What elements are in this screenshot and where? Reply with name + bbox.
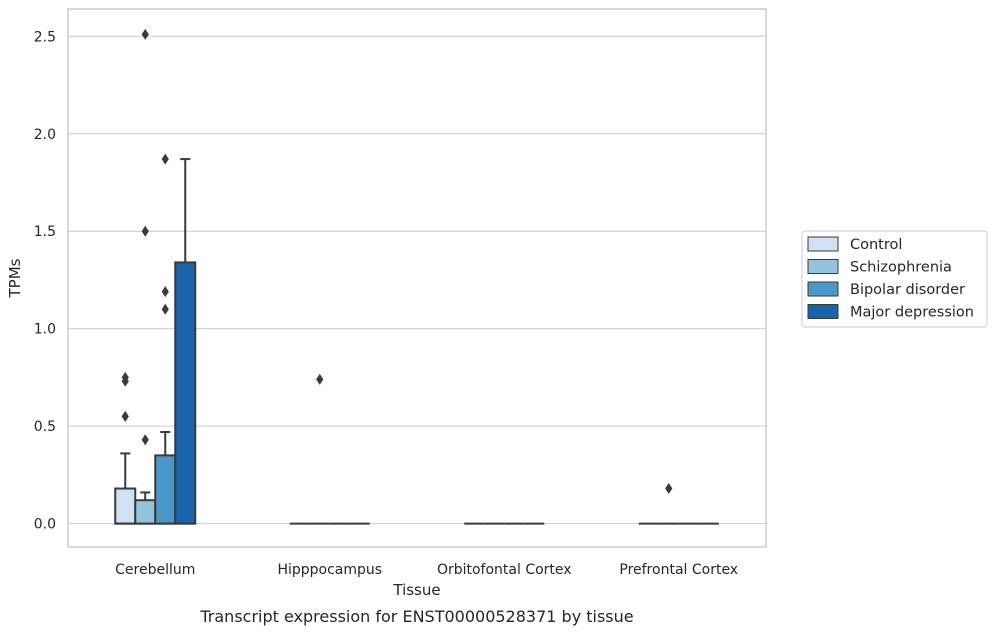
outlier-marker xyxy=(141,225,149,237)
legend-label: Control xyxy=(850,237,902,253)
legend-frame xyxy=(801,230,988,328)
box-control xyxy=(114,452,137,525)
legend-swatch xyxy=(807,304,839,319)
legend-item: Major depression xyxy=(807,304,974,321)
outlier-marker xyxy=(141,28,149,40)
box-body xyxy=(174,261,197,525)
x-tick-label: Hipppocampus xyxy=(277,562,382,578)
outlier-marker xyxy=(161,303,169,315)
outlier-marker xyxy=(665,483,673,495)
outlier-marker xyxy=(161,153,169,165)
legend: Control Schizophrenia Bipolar disorder Majo… xyxy=(801,230,988,328)
outlier-marker xyxy=(121,410,129,422)
box-body xyxy=(154,454,177,525)
x-tick-label: Orbitofontal Cortex xyxy=(437,562,572,578)
outlier-marker xyxy=(141,434,149,446)
y-axis-title: TPMs xyxy=(6,258,24,298)
plot-frame xyxy=(67,8,767,548)
box-layer xyxy=(114,158,719,525)
outlier-marker xyxy=(161,286,169,298)
y-tick-label: 1.5 xyxy=(34,224,56,240)
outlier-layer xyxy=(121,28,673,495)
x-axis-title: Tissue xyxy=(392,581,440,599)
box-major-depression xyxy=(174,158,197,525)
legend-swatch xyxy=(807,236,839,252)
legend-item: Bipolar disorder xyxy=(807,281,965,298)
outlier-marker xyxy=(121,371,129,383)
legend-label: Major depression xyxy=(850,305,974,321)
x-tick-label: Prefrontal Cortex xyxy=(619,562,738,578)
legend-item: Schizophrenia xyxy=(807,259,952,276)
y-tick-label: 1.0 xyxy=(34,322,56,338)
box-schizophrenia xyxy=(134,491,157,525)
legend-item: Control xyxy=(807,236,902,253)
box-body xyxy=(114,487,137,525)
x-axis-ticks: Cerebellum Hipppocampus Orbitofontal Corte… xyxy=(115,562,738,578)
legend-label: Schizophrenia xyxy=(850,260,952,276)
outlier-marker xyxy=(316,373,324,385)
legend-label: Bipolar disorder xyxy=(850,282,965,298)
legend-swatch xyxy=(807,281,839,297)
y-tick-label: 0.5 xyxy=(34,419,56,435)
legend-swatch xyxy=(807,259,839,274)
box-body xyxy=(134,499,157,525)
grid-lines xyxy=(68,35,766,525)
y-tick-label: 2.0 xyxy=(34,127,56,143)
y-tick-label: 0.0 xyxy=(34,517,56,533)
x-tick-label: Cerebellum xyxy=(115,562,195,578)
y-tick-label: 2.5 xyxy=(34,29,56,45)
y-axis-ticks: 0.0 0.5 1.0 1.5 2.0 2.5 xyxy=(34,29,56,532)
chart-caption: Transcript expression for ENST0000052837… xyxy=(199,607,633,626)
box-bipolar-disorder xyxy=(154,430,177,525)
